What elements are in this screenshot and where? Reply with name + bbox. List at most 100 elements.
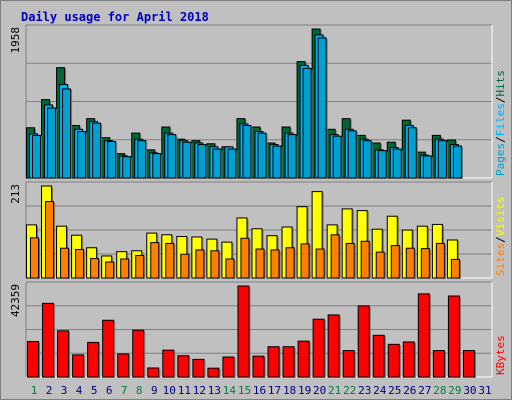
x-tick-label-day-15: 15 [238, 384, 251, 397]
bar-kbytes-day-18-fill [282, 346, 295, 378]
bar-sites-day-28 [435, 242, 446, 279]
bar-kbytes-day-16 [252, 355, 266, 378]
bar-pages-day-3-fill [62, 88, 72, 179]
bar-sites-day-9-fill [150, 242, 160, 279]
bar-pages-day-3 [62, 88, 73, 179]
bar-sites-day-10-fill [165, 242, 175, 279]
bar-sites-day-9 [150, 242, 161, 279]
x-tick-label-day-16: 16 [253, 384, 266, 397]
bar-sites-day-24 [375, 251, 386, 279]
bar-sites-day-2-fill [45, 201, 55, 279]
bar-pages-day-8-fill [137, 140, 147, 179]
bar-sites-day-13 [210, 250, 221, 279]
bar-sites-day-11 [180, 253, 191, 279]
bar-pages-day-27 [422, 155, 433, 179]
bar-kbytes-day-27-fill [417, 293, 430, 378]
legend-entry: Files [494, 103, 507, 136]
bar-kbytes-day-16-fill [252, 355, 265, 378]
bar-kbytes-day-18 [282, 346, 296, 378]
bar-pages-day-28-fill [437, 140, 447, 179]
bar-pages-day-19-fill [302, 67, 312, 179]
bar-kbytes-day-22-fill [342, 350, 355, 378]
bar-pages-day-12-fill [197, 144, 207, 179]
legend-entry: KBytes [494, 335, 507, 375]
bar-sites-day-26-fill [405, 247, 415, 279]
bar-sites-day-15-fill [240, 237, 250, 279]
bar-sites-day-3-fill [60, 247, 70, 279]
bar-kbytes-day-25 [387, 343, 401, 378]
x-tick-label-day-28: 28 [433, 384, 446, 397]
bar-pages-day-9-fill [152, 153, 162, 179]
bar-kbytes-day-29 [447, 295, 461, 378]
bar-pages-day-6 [107, 140, 118, 179]
bar-pages-day-16 [257, 132, 268, 179]
bar-sites-day-5-fill [90, 258, 100, 279]
x-tick-label-day-30: 30 [463, 384, 476, 397]
bar-pages-day-16-fill [257, 132, 267, 179]
bar-sites-day-6 [105, 261, 116, 279]
bar-sites-day-4 [75, 248, 86, 279]
bar-pages-day-24-fill [377, 150, 387, 179]
bar-pages-day-12 [197, 144, 208, 179]
x-tick-label-day-23: 23 [358, 384, 371, 397]
bar-pages-day-20-fill [317, 37, 327, 179]
bar-sites-day-13-fill [210, 250, 220, 279]
bar-sites-day-2 [45, 201, 56, 279]
legend-visits-sites: Sites/Visits [494, 197, 507, 277]
bar-pages-day-5-fill [92, 122, 102, 179]
bar-sites-day-5 [90, 258, 101, 279]
bar-pages-day-29-fill [452, 145, 462, 179]
bar-sites-day-19-fill [300, 243, 310, 279]
bar-sites-day-23 [360, 240, 371, 279]
bar-sites-day-1 [30, 237, 40, 279]
bar-pages-day-2-fill [47, 107, 57, 179]
bar-kbytes-day-25-fill [387, 343, 400, 378]
bar-pages-day-8 [137, 140, 148, 179]
bar-kbytes-day-19 [297, 340, 311, 378]
bar-kbytes-day-24-fill [372, 334, 385, 378]
bar-sites-day-14 [225, 258, 236, 279]
bar-kbytes-day-6-fill [102, 319, 115, 378]
bar-kbytes-day-21-fill [327, 314, 340, 378]
bar-pages-day-18 [287, 134, 298, 179]
bar-kbytes-day-26 [402, 341, 416, 378]
bar-kbytes-day-12-fill [192, 358, 205, 378]
bar-kbytes-day-3 [57, 330, 71, 378]
bar-sites-day-6-fill [105, 261, 115, 279]
ymax-label-hits-files-pages: 1958 [9, 27, 22, 54]
bar-kbytes-day-6 [102, 319, 116, 378]
bar-sites-day-7-fill [120, 258, 130, 279]
x-tick-label-day-3: 3 [61, 384, 68, 397]
bar-pages-day-14-fill [227, 148, 237, 179]
legend-entry: / [494, 97, 507, 104]
bar-pages-day-7-fill [122, 156, 132, 179]
bar-sites-day-18 [285, 247, 296, 279]
bar-kbytes-day-28 [432, 350, 446, 378]
bar-kbytes-day-20-fill [312, 318, 325, 378]
bar-pages-day-15-fill [242, 124, 252, 179]
bar-sites-day-26 [405, 247, 416, 279]
bar-sites-day-12 [195, 249, 206, 279]
bar-sites-day-24-fill [375, 251, 385, 279]
bar-pages-day-11 [182, 141, 193, 179]
bar-pages-day-26-fill [407, 127, 417, 179]
chart-title: Daily usage for April 2018 [21, 10, 209, 24]
bar-kbytes-day-15-fill [237, 285, 250, 378]
x-tick-label-day-4: 4 [76, 384, 83, 397]
bar-kbytes-day-24 [372, 334, 386, 378]
bar-pages-day-6-fill [107, 140, 117, 179]
bar-pages-day-21 [332, 135, 343, 179]
bar-kbytes-day-20 [312, 318, 326, 378]
x-tick-label-day-31: 31 [478, 384, 491, 397]
x-tick-label-day-5: 5 [91, 384, 98, 397]
bar-pages-day-19 [302, 67, 313, 179]
x-tick-label-day-7: 7 [121, 384, 128, 397]
bar-kbytes-day-8 [132, 329, 146, 378]
ymax-label-visits-sites: 213 [9, 184, 22, 204]
bar-sites-day-20 [315, 248, 326, 279]
bar-pages-day-21-fill [332, 135, 342, 179]
bar-sites-day-12-fill [195, 249, 205, 279]
bar-sites-day-7 [120, 258, 131, 279]
bar-sites-day-17-fill [270, 249, 280, 279]
bar-sites-day-16-fill [255, 248, 265, 279]
